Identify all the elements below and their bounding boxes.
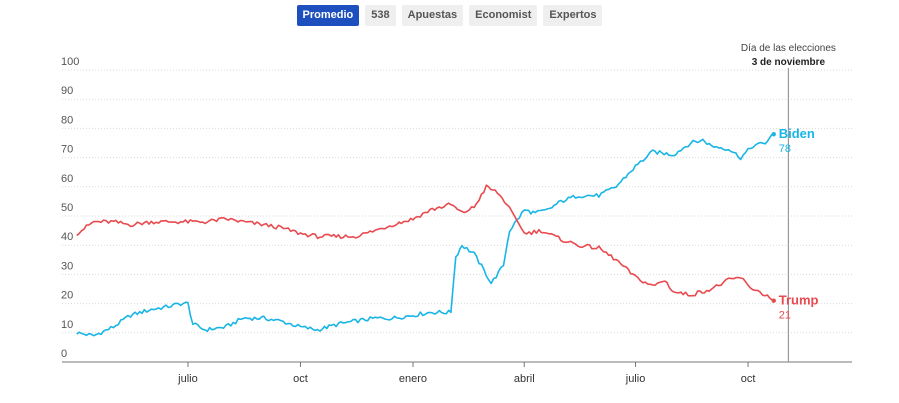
y-axis-ticks: 0 10 20 30 40 50 60 70 80 90 100 <box>61 56 79 360</box>
y-tick-label: 80 <box>61 114 73 126</box>
y-tick-label: 50 <box>61 202 73 214</box>
y-tick-label: 20 <box>61 290 73 302</box>
election-day-label: Día de las elecciones <box>741 43 836 54</box>
x-tick-label: abril <box>514 373 535 385</box>
series-label-biden: Biden <box>779 126 815 141</box>
y-tick-label: 0 <box>61 348 67 360</box>
series-layer: Biden 78 Trump 21 <box>76 126 819 337</box>
y-tick-label: 40 <box>61 231 73 243</box>
series-value-trump: 21 <box>779 310 791 322</box>
y-tick-label: 10 <box>61 319 73 331</box>
y-tick-label: 30 <box>61 260 73 272</box>
x-tick-label: oct <box>741 373 756 385</box>
series-value-biden: 78 <box>779 143 791 155</box>
series-line-trump <box>76 184 775 302</box>
x-tick-label: julio <box>177 373 198 385</box>
y-tick-label: 90 <box>61 85 73 97</box>
y-tick-label: 60 <box>61 173 73 185</box>
y-tick-label: 70 <box>61 144 73 156</box>
x-tick-label: enero <box>399 373 427 385</box>
tab-538[interactable]: 538 <box>365 5 396 26</box>
series-end-point-trump <box>771 298 776 303</box>
election-day-date: 3 de noviembre <box>752 57 826 68</box>
x-tick-label: julio <box>625 373 646 385</box>
source-tabs: Promedio 538 Apuestas Economist Expertos <box>0 5 899 26</box>
series-end-point-biden <box>771 132 776 137</box>
tab-apuestas[interactable]: Apuestas <box>401 5 464 26</box>
tab-economist[interactable]: Economist <box>469 5 538 26</box>
series-label-trump: Trump <box>779 293 819 308</box>
tab-expertos[interactable]: Expertos <box>543 5 603 26</box>
x-tick-label: oct <box>293 373 308 385</box>
series-line-biden <box>76 133 774 337</box>
x-axis-ticks: julio oct enero abril julio oct <box>177 362 755 385</box>
y-tick-label: 100 <box>61 56 79 68</box>
grid-layer <box>62 69 852 334</box>
tab-promedio[interactable]: Promedio <box>296 5 360 26</box>
